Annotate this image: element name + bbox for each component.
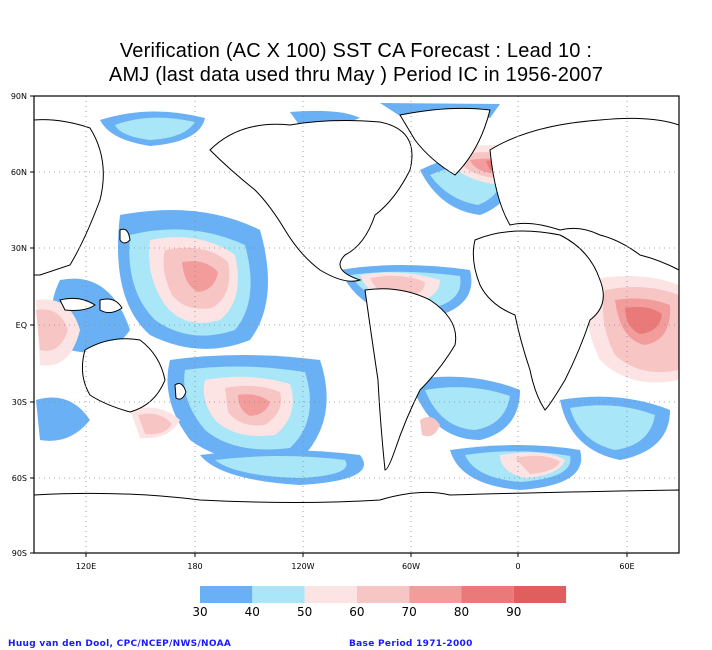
grid-lines <box>34 96 679 553</box>
y-tick-label: 90S <box>12 549 27 558</box>
colorbar-label: 90 <box>506 605 521 619</box>
colorbar-label: 60 <box>349 605 364 619</box>
south-america-outline <box>364 288 457 471</box>
tick-marks <box>30 95 628 557</box>
author-credit: Huug van den Dool, CPC/NCEP/NWS/NOAA <box>8 639 232 649</box>
y-tick-label: 30N <box>11 244 27 253</box>
australia-outline <box>81 338 166 413</box>
base-period-note: Base Period 1971-2000 <box>349 639 473 649</box>
asia-west-outline <box>34 119 104 276</box>
greenland-outline <box>399 107 491 176</box>
x-tick-label: 120W <box>291 562 314 571</box>
colorbar-swatch <box>513 586 567 603</box>
colorbar-label: 80 <box>454 605 469 619</box>
colorbar-label: 70 <box>402 605 417 619</box>
colorbar-label: 40 <box>245 605 260 619</box>
colorbar: 30 40 50 60 70 80 90 <box>192 586 567 619</box>
x-tick-label: 0 <box>515 562 520 571</box>
x-tick-label: 60E <box>619 562 634 571</box>
y-tick-label: 60S <box>12 474 27 483</box>
y-tick-labels: 90N 60N 30N EQ 30S 60S 90S <box>11 92 27 558</box>
y-tick-label: EQ <box>16 321 27 330</box>
x-tick-label: 180 <box>187 562 202 571</box>
colorbar-swatch <box>304 586 357 603</box>
chart-title-line-1: Verification (AC X 100) SST CA Forecast … <box>119 40 593 62</box>
colorbar-swatch <box>356 586 410 603</box>
chart-title-line-2: AMJ (last data used thru May ) Period IC… <box>108 64 604 86</box>
continent-outlines <box>34 107 679 553</box>
y-tick-label: 60N <box>11 168 27 177</box>
colorbar-swatch <box>409 586 462 603</box>
antarctica-outline <box>34 489 679 553</box>
y-tick-label: 90N <box>11 92 27 101</box>
colorbar-swatch <box>200 586 253 603</box>
colorbar-swatch <box>252 586 305 603</box>
colorbar-label: 30 <box>192 605 207 619</box>
africa-outline <box>472 230 604 411</box>
colorbar-label: 50 <box>297 605 312 619</box>
y-tick-label: 30S <box>12 398 27 407</box>
x-tick-labels: 120E 180 120W 60W 0 60E <box>76 562 635 571</box>
x-tick-label: 60W <box>402 562 420 571</box>
colorbar-swatch <box>461 586 514 603</box>
x-tick-label: 120E <box>76 562 96 571</box>
north-america-outline <box>209 120 413 282</box>
